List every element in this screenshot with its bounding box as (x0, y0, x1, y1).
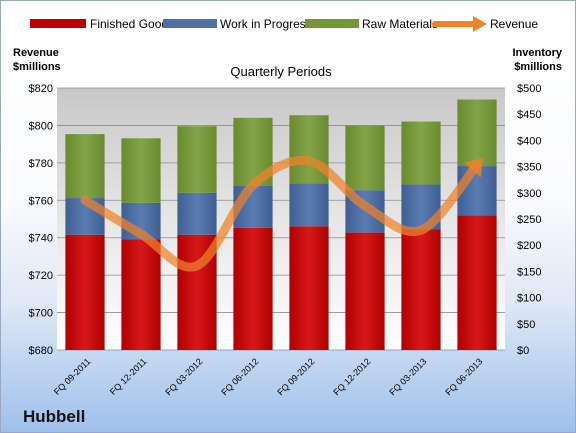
left-tick-label: $740 (29, 233, 53, 245)
right-tick-label: $450 (517, 109, 541, 121)
right-tick-label: $300 (517, 188, 541, 200)
x-tick-label: FQ 06-2013 (443, 356, 484, 397)
left-tick-label: $820 (29, 83, 53, 95)
x-tick-label: FQ 09-2012 (275, 356, 316, 397)
legend-arrow-icon (432, 16, 487, 32)
x-tick-label: FQ 06-2012 (219, 356, 260, 397)
right-tick-label: $350 (517, 162, 541, 174)
revenue-point-1 (83, 198, 87, 202)
chart-title: Quarterly Periods (230, 64, 332, 79)
legend-swatch-work-in-progress (163, 19, 217, 28)
legend-item-finished-goods: Finished Goods (30, 17, 174, 31)
right-axis-label-line2: $millions (514, 61, 562, 73)
bar-raw-materials-1 (65, 134, 105, 199)
legend-item-work-in-progress: Work in Progress (163, 17, 312, 31)
brand-logo: Hubbell (23, 407, 85, 426)
bar-finished-goods-6 (345, 232, 385, 350)
legend-label-work-in-progress: Work in Progress (220, 17, 312, 31)
x-tick-label: FQ 09-2011 (52, 356, 93, 397)
bar-finished-goods-4 (233, 227, 273, 350)
right-axis-label-line1: Inventory (512, 47, 562, 59)
revenue-point-2 (139, 232, 143, 236)
left-tick-label: $800 (29, 120, 53, 132)
left-tick-label: $680 (29, 345, 53, 357)
left-axis-label-line2: $millions (13, 61, 61, 73)
bar-finished-goods-5 (289, 226, 329, 350)
left-axis-label-line1: Revenue (13, 47, 59, 59)
bar-work-in-progress-3 (177, 192, 217, 235)
left-tick-label: $700 (29, 308, 53, 320)
left-tick-label: $760 (29, 195, 53, 207)
revenue-curve (80, 155, 482, 272)
bar-raw-materials-7 (401, 121, 441, 185)
bar-raw-materials-8 (457, 99, 497, 167)
legend-item-raw-materials: Raw Materials (305, 17, 438, 31)
x-tick-label: FQ 12-2011 (108, 356, 149, 397)
bar-raw-materials-2 (121, 138, 161, 203)
legend-label-revenue: Revenue (490, 17, 538, 31)
right-tick-label: $50 (517, 319, 535, 331)
legend-label-raw-materials: Raw Materials (362, 17, 438, 31)
revenue-point-6 (363, 204, 367, 208)
legend-swatch-finished-goods (30, 19, 86, 28)
x-tick-label: FQ 03-2012 (163, 356, 204, 397)
legend-swatch-raw-materials (305, 19, 359, 28)
x-axis-ticks: FQ 09-2011 FQ 12-2011 FQ 03-2012 FQ 06-2012… (52, 356, 485, 397)
revenue-point-5 (307, 159, 311, 163)
legend: Finished Goods Work in Progress Raw Mate… (30, 16, 538, 32)
revenue-point-7 (419, 228, 423, 232)
bar-raw-materials-3 (177, 126, 217, 193)
bar-raw-materials-6 (345, 125, 385, 191)
revenue-arrowhead (464, 157, 483, 178)
right-tick-label: $400 (517, 135, 541, 147)
x-tick-label: FQ 03-2013 (387, 356, 428, 397)
left-axis-ticks: $680 $700 $720 $740 $760 $780 $800 $820 (29, 83, 53, 357)
right-tick-label: $200 (517, 240, 541, 252)
bar-finished-goods-8 (457, 215, 497, 350)
bar-finished-goods-7 (401, 229, 441, 350)
revenue-line (80, 155, 483, 272)
right-tick-label: $100 (517, 293, 541, 305)
x-tick-label: FQ 12-2012 (331, 356, 372, 397)
legend-item-revenue: Revenue (432, 16, 538, 32)
left-tick-label: $780 (29, 158, 53, 170)
bar-finished-goods-2 (121, 239, 161, 350)
right-tick-label: $150 (517, 266, 541, 278)
legend-label-finished-goods: Finished Goods (90, 17, 174, 31)
right-tick-label: $500 (517, 83, 541, 95)
bar-finished-goods-1 (65, 234, 105, 350)
revenue-point-4 (251, 183, 255, 187)
bar-work-in-progress-5 (289, 183, 329, 227)
left-tick-label: $720 (29, 270, 53, 282)
right-tick-label: $0 (517, 345, 529, 357)
revenue-point-3 (195, 264, 199, 268)
right-tick-label: $250 (517, 214, 541, 226)
right-axis-ticks: $0 $50 $100 $150 $200 $250 $300 $350 $400 $450 $50… (517, 83, 541, 357)
